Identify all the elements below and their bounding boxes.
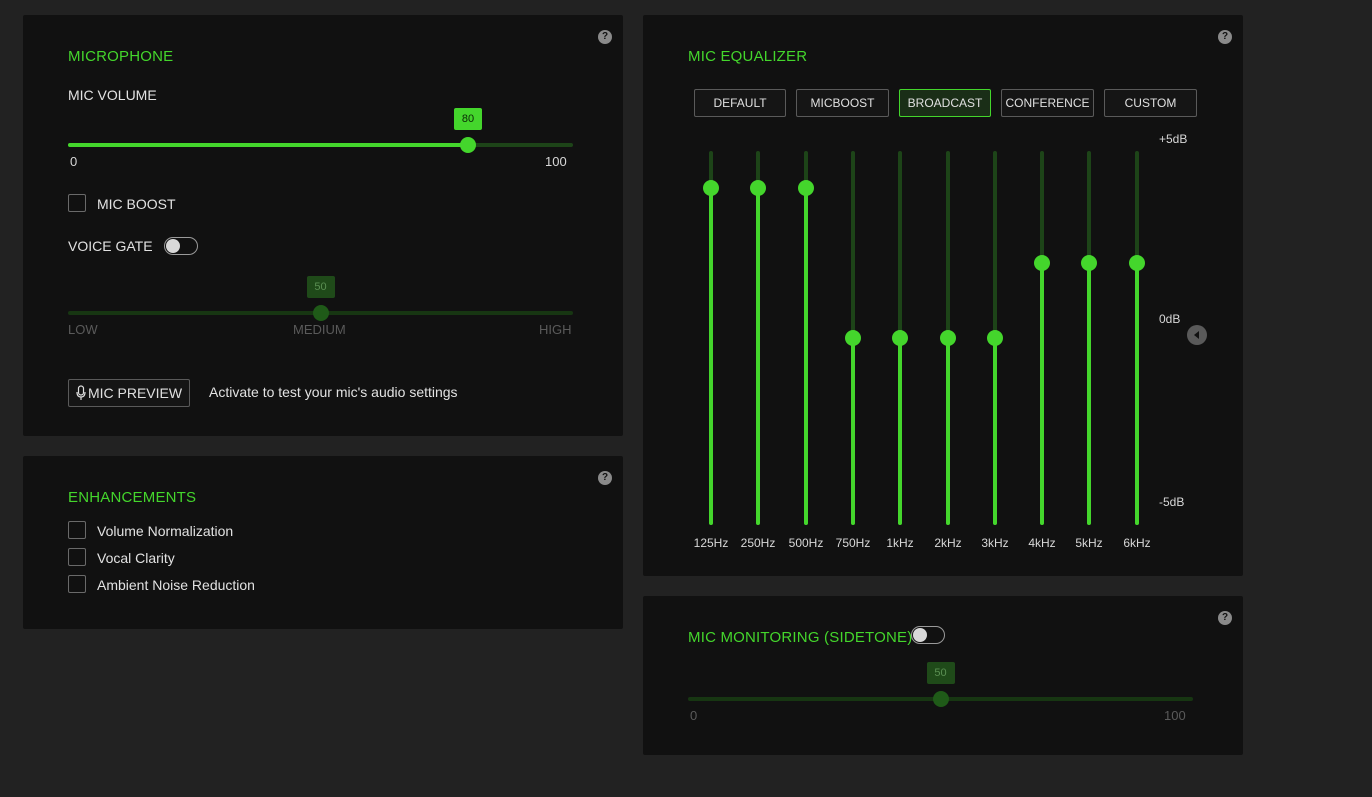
volume-normalization-checkbox[interactable] [68,521,86,539]
eq-band-thumb[interactable] [845,330,861,346]
eq-band-thumb[interactable] [750,180,766,197]
mic-monitoring-toggle[interactable] [911,626,945,644]
eq-band-frequency-label: 5kHz [1075,536,1103,550]
mic-volume-slider[interactable] [68,137,573,153]
preset-broadcast-button[interactable]: BROADCAST [899,89,991,117]
arrow-left-icon [1194,331,1199,339]
help-icon[interactable]: ? [1218,611,1232,625]
voice-gate-value-tooltip: 50 [306,276,335,298]
voice-gate-toggle[interactable] [164,237,198,255]
eq-band-slider[interactable] [750,151,766,525]
eq-band-fill [993,338,997,525]
mic-monitoring-max-label: 100 [1164,708,1186,723]
eq-band-slider[interactable] [1129,151,1145,525]
volume-normalization-label: Volume Normalization [97,523,234,539]
eq-band-thumb[interactable] [1129,255,1145,272]
eq-band-slider[interactable] [1034,151,1050,525]
microphone-panel: ? MICROPHONE MIC VOLUME 80 0 100 MIC BOO… [23,15,623,436]
eq-band-fill [946,338,950,525]
voice-gate-high-label: HIGH [539,322,572,337]
help-icon[interactable]: ? [598,471,612,485]
mic-monitoring-title: MIC MONITORING (SIDETONE) [688,629,913,646]
mic-monitoring-thumb[interactable] [932,691,949,707]
eq-band-slider[interactable] [1081,151,1097,525]
mic-equalizer-panel: ? MIC EQUALIZER DEFAULT MICBOOST BROADCA… [643,15,1243,576]
eq-band-frequency-label: 3kHz [981,536,1009,550]
eq-band-thumb[interactable] [987,330,1003,346]
ambient-noise-reduction-label: Ambient Noise Reduction [97,577,255,593]
eq-band-slider[interactable] [798,151,814,525]
microphone-title: MICROPHONE [68,48,174,65]
eq-band-thumb[interactable] [703,180,719,197]
eq-band-thumb[interactable] [1034,255,1050,272]
mic-monitoring-panel: ? MIC MONITORING (SIDETONE) 50 0 100 [643,596,1243,755]
mic-volume-min-label: 0 [70,154,78,169]
eq-band-thumb[interactable] [1081,255,1097,272]
mic-preview-button[interactable]: MIC PREVIEW [68,379,190,407]
help-icon[interactable]: ? [1218,30,1232,44]
mic-boost-label: MIC BOOST [97,196,176,212]
eq-band-slider[interactable] [703,151,719,525]
eq-band-fill [1040,263,1044,525]
preset-custom-button[interactable]: CUSTOM [1104,89,1197,117]
mic-volume-fill [68,143,468,147]
help-icon[interactable]: ? [598,30,612,44]
eq-band-frequency-label: 250Hz [740,536,776,550]
eq-min-db-label: -5dB [1159,495,1185,509]
mic-volume-label: MIC VOLUME [68,87,157,103]
voice-gate-low-label: LOW [68,322,98,337]
eq-band-fill [756,188,760,525]
mic-equalizer-title: MIC EQUALIZER [688,48,808,65]
eq-band-frequency-label: 4kHz [1028,536,1056,550]
eq-band-frequency-label: 1kHz [886,536,914,550]
mic-volume-max-label: 100 [545,154,567,169]
preset-conference-button[interactable]: CONFERENCE [1001,89,1094,117]
eq-band-fill [1135,263,1139,525]
eq-band-frequency-label: 500Hz [788,536,824,550]
mic-volume-thumb[interactable] [460,137,476,153]
eq-band-frequency-label: 125Hz [693,536,729,550]
mic-preview-hint: Activate to test your mic's audio settin… [209,384,458,400]
eq-band-thumb[interactable] [798,180,814,197]
eq-band-fill [709,188,713,525]
preset-micboost-button[interactable]: MICBOOST [796,89,889,117]
voice-gate-slider[interactable] [68,305,573,321]
enhancements-panel: ? ENHANCEMENTS Volume Normalization Voca… [23,456,623,629]
eq-band-fill [1087,263,1091,525]
eq-zero-db-label: 0dB [1159,312,1181,326]
eq-band-frequency-label: 6kHz [1123,536,1151,550]
mic-monitoring-toggle-knob [913,628,927,642]
mic-boost-checkbox[interactable] [68,194,86,212]
mic-monitoring-min-label: 0 [690,708,698,723]
eq-band-thumb[interactable] [892,330,908,346]
eq-band-fill [851,338,855,525]
collapse-eq-button[interactable] [1187,325,1207,345]
eq-band-frequency-label: 750Hz [835,536,871,550]
eq-band-fill [804,188,808,525]
eq-band-fill [898,338,902,525]
eq-band-frequency-label: 2kHz [934,536,962,550]
eq-band-thumb[interactable] [940,330,956,346]
eq-band-slider[interactable] [845,151,861,525]
eq-band-slider[interactable] [892,151,908,525]
ambient-noise-reduction-checkbox[interactable] [68,575,86,593]
vocal-clarity-label: Vocal Clarity [97,550,175,566]
mic-monitoring-value-tooltip: 50 [926,662,955,684]
voice-gate-medium-label: MEDIUM [293,322,346,337]
enhancements-title: ENHANCEMENTS [68,489,197,506]
eq-band-slider[interactable] [940,151,956,525]
voice-gate-label: VOICE GATE [68,238,153,254]
mic-preview-label: MIC PREVIEW [87,385,183,401]
preset-default-button[interactable]: DEFAULT [694,89,786,117]
voice-gate-thumb[interactable] [312,305,329,321]
vocal-clarity-checkbox[interactable] [68,548,86,566]
mic-volume-value-tooltip: 80 [454,108,482,130]
voice-gate-toggle-knob [166,239,180,253]
microphone-icon [76,385,86,400]
eq-max-db-label: +5dB [1159,132,1188,146]
mic-monitoring-slider[interactable] [688,691,1193,707]
eq-band-slider[interactable] [987,151,1003,525]
